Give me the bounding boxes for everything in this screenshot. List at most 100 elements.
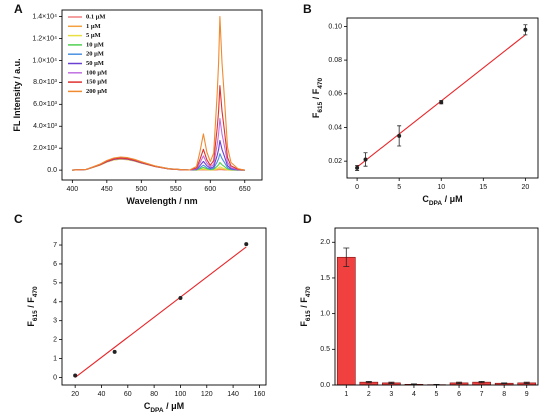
axis-label: F615 / F470 (299, 286, 312, 327)
x-tick-label: 4 (412, 391, 416, 398)
y-tick-label: 1.0 (320, 310, 330, 317)
x-tick-label: 20 (521, 184, 529, 191)
error-bar (456, 381, 463, 384)
x-tick-label: 450 (101, 186, 113, 193)
panel-letter: A (14, 2, 23, 16)
subscript: 615 (317, 101, 324, 112)
axis-label: F615 / F470 (311, 78, 324, 119)
axis-label: CDPA / μM (422, 194, 462, 207)
x-tick-label: 1 (344, 391, 348, 398)
data-point (73, 373, 78, 378)
axis-label: F615 / F470 (26, 286, 39, 327)
y-tick-label: 2 (53, 336, 57, 343)
y-tick-label: 0.10 (328, 23, 342, 30)
subscript: DPA (429, 200, 443, 207)
y-tick-label: 7 (53, 242, 57, 249)
legend-label: 10 μM (86, 41, 104, 48)
x-tick-label: 550 (170, 186, 182, 193)
legend-label: 150 μM (86, 79, 107, 86)
y-tick-label: 2.0×10³ (33, 145, 58, 152)
x-tick-label: 120 (201, 391, 213, 398)
data-point (439, 100, 444, 105)
x-tick-label: 500 (135, 186, 147, 193)
error-bar (478, 381, 485, 384)
x-tick-label: 140 (227, 391, 239, 398)
subscript: 615 (305, 310, 312, 321)
spectrum-line (72, 16, 245, 171)
label-part: / F (26, 297, 36, 311)
y-tick-label: 0.08 (328, 57, 342, 64)
label-part: / F (299, 297, 309, 311)
y-tick-label: 6 (53, 261, 57, 268)
label-part: F (311, 112, 321, 118)
x-tick-label: 20 (71, 391, 79, 398)
x-tick-label: 7 (480, 391, 484, 398)
plot-frame (61, 9, 263, 181)
x-tick-label: 10 (437, 184, 445, 191)
y-tick-label: 0.5 (320, 346, 330, 353)
y-tick-label: 5 (53, 280, 57, 287)
label-part: C (144, 401, 151, 411)
label-part: / μM (164, 401, 185, 411)
plot-frame (334, 227, 539, 386)
x-tick-label: 160 (254, 391, 266, 398)
subscript: 470 (317, 78, 324, 89)
bar (336, 256, 356, 386)
x-tick-label: 60 (124, 391, 132, 398)
label-part: F (26, 321, 36, 327)
x-tick-label: 40 (98, 391, 106, 398)
fit-line (74, 246, 247, 378)
legend-label: 1 μM (86, 23, 101, 30)
y-tick-label: 0.06 (328, 91, 342, 98)
panel-letter: B (303, 2, 312, 16)
legend-label: 200 μM (86, 88, 107, 95)
label-part: FL Intensity / a.u. (12, 58, 22, 131)
axis-label: CDPA / μM (144, 401, 184, 414)
y-tick-label: 1.2×10⁴ (32, 35, 57, 42)
legend-label: 50 μM (86, 60, 104, 67)
label-part: C (422, 194, 429, 204)
x-tick-label: 2 (367, 391, 371, 398)
error-bar (343, 247, 350, 267)
label-part: / μM (442, 194, 463, 204)
spectrum-line (72, 85, 245, 171)
y-tick-label: 6.0×10³ (33, 101, 58, 108)
subscript: 470 (305, 286, 312, 297)
subscript: 615 (32, 310, 39, 321)
error-bar (501, 382, 508, 384)
data-point (523, 27, 528, 32)
error-bar (365, 381, 372, 384)
data-point (397, 133, 402, 138)
x-tick-label: 3 (389, 391, 393, 398)
plot-frame (346, 17, 539, 179)
panel-letter: C (14, 212, 23, 226)
data-point (355, 165, 360, 170)
x-tick-label: 0 (355, 184, 359, 191)
x-tick-label: 400 (67, 186, 79, 193)
panel-letter: D (303, 212, 312, 226)
error-bar (523, 381, 530, 384)
y-tick-label: 1.5 (320, 275, 330, 282)
axis-label: FL Intensity / a.u. (12, 58, 22, 131)
x-tick-label: 5 (397, 184, 401, 191)
y-tick-label: 0.04 (328, 124, 342, 131)
y-tick-label: 1.0×10⁴ (32, 57, 57, 64)
x-tick-label: 15 (479, 184, 487, 191)
y-tick-label: 1 (53, 355, 57, 362)
x-tick-label: 6 (457, 391, 461, 398)
y-tick-label: 4.0×10³ (33, 123, 58, 130)
x-tick-label: 8 (502, 391, 506, 398)
subscript: DPA (150, 407, 164, 414)
subscript: 470 (32, 286, 39, 297)
y-tick-label: 0.02 (328, 158, 342, 165)
y-tick-label: 3 (53, 318, 57, 325)
legend-label: 20 μM (86, 51, 104, 58)
legend-label: 100 μM (86, 69, 107, 76)
y-tick-label: 8.0×10³ (33, 79, 58, 86)
error-bar (410, 383, 417, 386)
plot-frame (61, 227, 267, 386)
label-part: / F (311, 88, 321, 102)
x-tick-label: 600 (204, 186, 216, 193)
x-tick-label: 100 (175, 391, 187, 398)
